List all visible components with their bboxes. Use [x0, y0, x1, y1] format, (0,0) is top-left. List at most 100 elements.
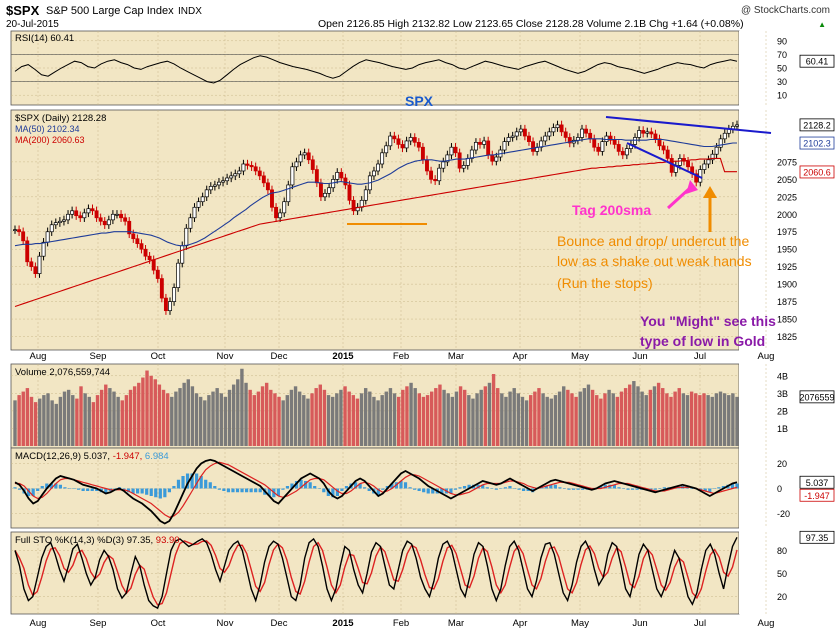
volume-bar — [681, 393, 686, 446]
sto-last-value-box — [799, 530, 835, 544]
orange-arrow-icon — [703, 186, 717, 232]
volume-bar — [425, 395, 430, 446]
volume-bar — [359, 393, 364, 446]
volume-bar — [669, 396, 673, 446]
y-tick-label: 1875 — [777, 297, 797, 307]
y-tick-label: 90 — [777, 36, 787, 46]
price-candle — [502, 141, 507, 151]
price-candle — [323, 192, 327, 198]
macd-histogram-bar — [81, 488, 85, 491]
macd-histogram-bar — [412, 488, 417, 490]
price-candle — [66, 213, 70, 221]
price-candle — [531, 141, 535, 152]
price-candle — [57, 220, 62, 224]
volume-bar — [186, 379, 190, 446]
price-candle — [347, 184, 352, 201]
volume-legend: Volume 2,076,559,744 — [15, 367, 110, 378]
volume-bar — [372, 396, 376, 446]
price-candle — [78, 215, 83, 219]
volume-bar — [384, 391, 389, 446]
volume-bar — [95, 395, 100, 446]
volume-bar — [83, 393, 87, 446]
volume-bar — [302, 395, 306, 446]
price-candle — [115, 213, 119, 216]
macd-histogram-bar — [689, 488, 694, 489]
price-candle — [102, 220, 107, 226]
volume-bar — [685, 395, 690, 446]
price-candle — [351, 199, 356, 212]
volume-bar — [91, 402, 96, 446]
price-candle — [612, 139, 617, 145]
y-tick-label: 2025 — [777, 192, 797, 202]
volume-last-value: 2076559 — [799, 392, 834, 402]
price-candle — [282, 201, 287, 214]
macd-histogram-bar — [558, 487, 562, 489]
volume-bar — [586, 384, 591, 446]
volume-bar — [409, 382, 413, 446]
volume-bar — [211, 391, 215, 446]
price-candle — [306, 152, 311, 161]
price-candle — [180, 245, 185, 264]
macd-histogram-bar — [662, 487, 666, 489]
x-axis-label: Jun — [632, 618, 647, 629]
volume-bar — [277, 396, 281, 446]
macd-histogram-bar — [576, 488, 580, 490]
volume-bar — [504, 396, 508, 446]
volume-bar — [619, 391, 624, 446]
macd-histogram-bar — [717, 487, 721, 489]
macd-histogram-bar — [440, 488, 444, 494]
price-candle — [412, 137, 417, 143]
macd-histogram-bar — [249, 488, 253, 493]
price-candle — [127, 220, 132, 235]
macd-histogram-bar — [149, 488, 153, 496]
volume-bar — [623, 388, 628, 446]
volume-bar — [326, 395, 331, 446]
macd-histogram-bar — [285, 486, 290, 489]
volume-bar — [376, 400, 380, 446]
volume-bar — [351, 395, 356, 446]
y-tick-label: 3B — [777, 389, 788, 399]
macd-histogram-bar — [126, 488, 131, 493]
macd-histogram-bar — [136, 488, 140, 494]
macd-histogram-bar — [476, 484, 480, 489]
price-candle — [437, 167, 442, 182]
macd-histogram-bar — [258, 488, 262, 493]
x-axis-label: 2015 — [332, 618, 354, 629]
volume-bar — [223, 396, 228, 446]
y-tick-label: 2075 — [777, 157, 797, 167]
macd-histogram-bar — [317, 488, 321, 489]
volume-bar — [496, 388, 500, 446]
volume-bar — [25, 388, 30, 446]
volume-bar — [702, 393, 706, 446]
price-candle — [327, 187, 332, 194]
price-candle — [392, 135, 397, 140]
volume-bar — [13, 400, 17, 446]
price-candle — [514, 131, 519, 137]
y-tick-label: 1825 — [777, 332, 797, 342]
price-candle — [286, 184, 291, 203]
volume-bar — [145, 370, 149, 446]
price-candle — [404, 140, 409, 149]
tag-200sma-label: Tag 200sma — [572, 202, 651, 218]
volume-bar — [413, 388, 417, 446]
volume-bar — [549, 398, 554, 446]
price-candle — [522, 128, 527, 137]
macd-histogram-bar — [467, 484, 471, 489]
might-text-2: type of low in Gold — [640, 333, 765, 349]
price-candle — [363, 189, 368, 201]
price-candle — [184, 227, 189, 247]
macd-histogram-bar — [322, 488, 326, 493]
price-candle — [657, 138, 662, 147]
price-candle — [380, 152, 385, 165]
y-tick-label: 2050 — [777, 175, 797, 185]
volume-bar — [450, 396, 455, 446]
price-candle — [461, 165, 466, 169]
price-candle — [616, 144, 621, 152]
volume-bar — [661, 388, 665, 446]
price-candle — [33, 266, 38, 275]
macd-histogram-bar — [453, 488, 458, 490]
volume-bar — [355, 398, 360, 446]
price-last-value-box — [799, 118, 835, 132]
macd-histogram-bar — [254, 488, 258, 493]
